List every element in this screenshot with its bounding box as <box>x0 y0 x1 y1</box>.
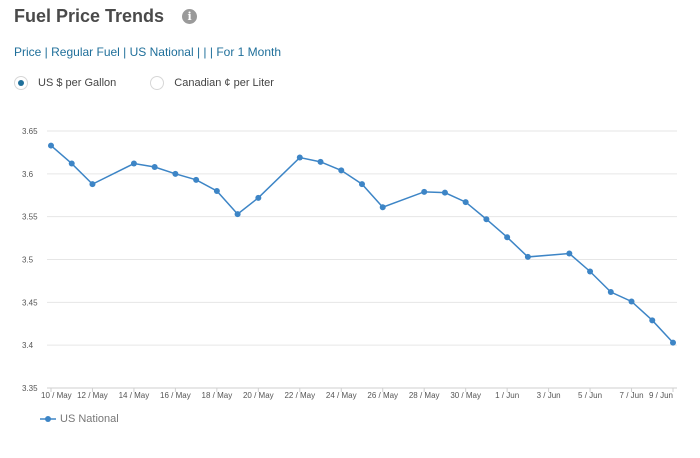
x-tick-label: 24 / May <box>326 391 357 400</box>
data-point[interactable] <box>338 167 345 174</box>
info-icon[interactable]: i <box>182 9 198 24</box>
unit-label-cad: Canadian ¢ per Liter <box>174 77 274 89</box>
y-tick-label: 3.65 <box>22 127 38 136</box>
unit-radio-cad[interactable]: Canadian ¢ per Liter <box>150 76 274 90</box>
data-point[interactable] <box>255 194 262 201</box>
data-point[interactable] <box>151 163 158 170</box>
legend-line-marker-icon <box>40 416 56 422</box>
unit-label-usd: US $ per Gallon <box>38 77 117 89</box>
data-point[interactable] <box>524 253 531 260</box>
data-point[interactable] <box>213 187 220 194</box>
radio-button-checked-icon[interactable] <box>14 76 28 90</box>
page-title: Fuel Price Trends <box>14 6 165 26</box>
data-point[interactable] <box>607 289 614 296</box>
data-point[interactable] <box>379 204 386 211</box>
x-tick-label: 3 / Jun <box>537 391 561 400</box>
data-point[interactable] <box>317 158 324 165</box>
data-point[interactable] <box>130 160 137 167</box>
x-tick-label: 30 / May <box>450 391 481 400</box>
x-tick-label: 22 / May <box>284 391 315 400</box>
data-point[interactable] <box>296 154 303 161</box>
data-point[interactable] <box>441 189 448 196</box>
x-tick-label: 26 / May <box>367 391 398 400</box>
data-point[interactable] <box>359 181 365 188</box>
unit-selector: US $ per Gallon Canadian ¢ per Liter <box>14 76 308 90</box>
data-point[interactable] <box>483 216 490 223</box>
x-tick-label: 10 / May <box>41 391 72 400</box>
data-point[interactable] <box>649 317 656 324</box>
x-tick-label: 1 / Jun <box>495 391 519 400</box>
y-tick-label: 3.45 <box>22 298 38 307</box>
series-line-us-national <box>50 144 674 344</box>
x-tick-label: 9 / Jun <box>649 391 673 400</box>
radio-button-unchecked-icon[interactable] <box>150 76 165 90</box>
data-point[interactable] <box>566 250 573 257</box>
legend-item-us-national[interactable]: US National <box>40 413 119 425</box>
x-tick-label: 20 / May <box>243 391 274 400</box>
x-tick-label: 16 / May <box>160 391 191 400</box>
data-point[interactable] <box>587 268 594 275</box>
y-tick-label: 3.35 <box>22 384 38 393</box>
data-point[interactable] <box>193 176 200 183</box>
legend-label: US National <box>60 413 119 425</box>
x-tick-label: 14 / May <box>119 391 150 400</box>
data-point[interactable] <box>421 188 428 195</box>
data-point[interactable] <box>628 298 635 305</box>
x-tick-label: 7 / Jun <box>620 391 644 400</box>
x-tick-label: 28 / May <box>409 391 440 400</box>
chart-subtitle: Price | Regular Fuel | US National | | |… <box>14 45 282 59</box>
y-tick-label: 3.4 <box>22 341 34 350</box>
x-tick-label: 5 / Jun <box>578 391 602 400</box>
x-tick-label: 18 / May <box>202 391 233 400</box>
data-point[interactable] <box>68 160 75 167</box>
data-point[interactable] <box>670 339 676 346</box>
y-tick-label: 3.5 <box>22 256 34 265</box>
data-point[interactable] <box>172 170 179 177</box>
data-point[interactable] <box>48 142 54 149</box>
data-point[interactable] <box>234 211 241 218</box>
line-chart: 3.35 3.4 3.45 3.5 3.55 3.6 3.65 10 / May 12 / Ma… <box>22 127 677 400</box>
x-tick-label: 12 / May <box>77 391 108 400</box>
data-point[interactable] <box>504 234 511 241</box>
data-point[interactable] <box>462 199 469 206</box>
unit-radio-usd[interactable]: US $ per Gallon <box>14 76 116 90</box>
y-tick-label: 3.6 <box>22 170 34 179</box>
y-tick-label: 3.55 <box>22 213 38 222</box>
data-point[interactable] <box>89 181 96 188</box>
